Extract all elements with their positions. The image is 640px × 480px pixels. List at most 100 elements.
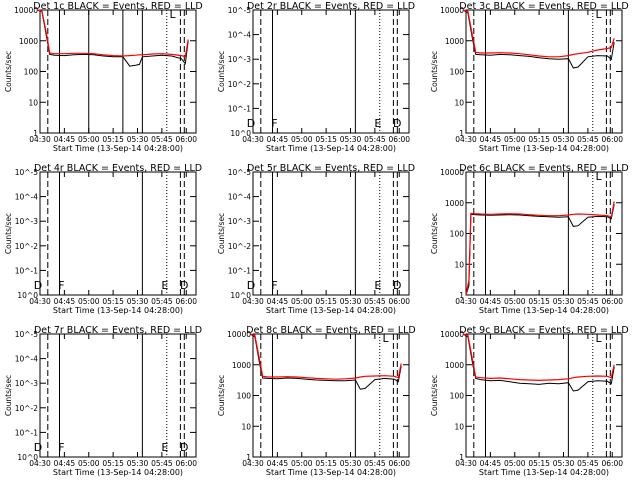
x-tick-label: 05:15: [102, 459, 124, 468]
x-tick-label: 04:45: [54, 459, 76, 468]
event-marker-label: F: [271, 117, 277, 130]
event-marker-label: E: [161, 279, 168, 292]
y-axis-title: Counts/sec: [430, 213, 439, 254]
y-tick-label: 10^-1: [15, 266, 39, 275]
plot-frame: [39, 9, 197, 134]
x-axis-title: Start Time (13-Sep-14 04:28:00): [53, 306, 183, 315]
x-tick-label: 05:30: [340, 459, 362, 468]
x-tick-label: 05:30: [553, 135, 575, 144]
x-tick-label: 04:30: [242, 135, 264, 144]
y-axis-title: Counts/sec: [217, 51, 226, 92]
panel-title: Det 5r BLACK = Events, RED = LLD: [247, 163, 415, 174]
x-tick-label: 05:30: [553, 459, 575, 468]
plot-frame: [252, 171, 410, 296]
y-tick-label: 10: [454, 260, 464, 269]
x-axis-title: Start Time (13-Sep-14 04:28:00): [479, 144, 609, 153]
x-axis-title: Start Time (13-Sep-14 04:28:00): [479, 306, 609, 315]
panel-det-2: Det 2r BLACK = Events, RED = LLD 10^0 10^-…: [217, 1, 415, 153]
y-tick-label: 10^-1: [228, 266, 252, 275]
y-tick-label: 10^-3: [15, 379, 39, 388]
x-tick-label: 05:00: [291, 135, 313, 144]
x-tick-label: 05:45: [364, 297, 386, 306]
y-tick-label: 10000: [227, 330, 251, 339]
lld-series-line: [37, 9, 189, 58]
x-tick-label: 05:00: [504, 135, 526, 144]
y-tick-label: 1000: [19, 37, 38, 46]
event-marker-label: L: [170, 8, 177, 21]
x-tick-label: 04:45: [267, 297, 289, 306]
plot-frame: [465, 9, 623, 134]
x-tick-label: 05:00: [78, 459, 100, 468]
x-tick-label: 04:45: [480, 135, 502, 144]
y-tick-label: 10^0: [17, 453, 38, 462]
y-tick-label: 10^-3: [228, 217, 252, 226]
events-series-line: [462, 333, 615, 392]
y-tick-label: 10^-2: [15, 242, 39, 251]
x-tick-label: 05:30: [340, 135, 362, 144]
x-tick-label: 04:30: [29, 135, 51, 144]
x-tick-label: 05:45: [151, 459, 173, 468]
x-tick-label: 05:30: [127, 459, 149, 468]
panel-det-8: Det 8c BLACK = Events, RED = LLD 1 10 100 10…: [217, 325, 416, 477]
y-tick-label: 10^-2: [15, 404, 39, 413]
panel-det-4: Det 4r BLACK = Events, RED = LLD 10^0 10^-…: [4, 163, 202, 315]
x-tick-label: 05:30: [340, 297, 362, 306]
y-tick-label: 100: [450, 230, 465, 239]
panel-title: Det 2r BLACK = Events, RED = LLD: [247, 1, 415, 12]
event-marker-label: F: [58, 441, 64, 454]
x-tick-label: 05:00: [504, 297, 526, 306]
x-tick-label: 04:30: [242, 297, 264, 306]
x-tick-label: 05:45: [364, 459, 386, 468]
y-axis-title: Counts/sec: [217, 213, 226, 254]
x-tick-label: 05:15: [528, 297, 550, 306]
lld-series-line: [462, 9, 615, 58]
y-axis-title: Counts/sec: [430, 51, 439, 92]
y-tick-label: 10000: [440, 330, 464, 339]
event-marker-label: D: [180, 279, 188, 292]
y-tick-label: 10^0: [17, 291, 38, 300]
panel-det-6: Det 6c BLACK = Events, RED = LLD 1 10 100 10…: [430, 163, 629, 315]
x-tick-label: 06:00: [388, 297, 410, 306]
y-tick-label: 1: [459, 453, 464, 462]
x-tick-label: 05:15: [528, 135, 550, 144]
y-axis-title: Counts/sec: [430, 375, 439, 416]
y-tick-label: 10000: [14, 6, 38, 15]
x-tick-label: 04:30: [455, 459, 477, 468]
y-axis-title: Counts/sec: [4, 213, 13, 254]
y-tick-label: 1: [33, 129, 38, 138]
event-marker-label: F: [58, 279, 64, 292]
x-axis-title: Start Time (13-Sep-14 04:28:00): [266, 306, 396, 315]
x-tick-label: 04:45: [54, 135, 76, 144]
x-axis-title: Start Time (13-Sep-14 04:28:00): [479, 468, 609, 477]
panel-det-9: Det 9c BLACK = Events, RED = LLD 1 10 100 10…: [430, 325, 629, 477]
events-series-line: [465, 204, 615, 296]
y-tick-label: 10^-3: [228, 55, 252, 64]
y-tick-label: 10^-3: [15, 217, 39, 226]
y-tick-label: 1: [246, 453, 251, 462]
x-tick-label: 06:00: [175, 297, 197, 306]
y-tick-label: 10^-1: [15, 428, 39, 437]
x-tick-label: 05:45: [151, 297, 173, 306]
y-tick-label: 10000: [440, 168, 464, 177]
x-tick-label: 05:30: [553, 297, 575, 306]
y-tick-label: 10^-4: [15, 193, 39, 202]
x-tick-label: 05:15: [315, 459, 337, 468]
y-tick-label: 10^-5: [228, 168, 252, 177]
x-tick-label: 05:00: [291, 459, 313, 468]
panel-title: Det 9c BLACK = Events, RED = LLD: [459, 325, 628, 336]
y-tick-label: 10000: [440, 6, 464, 15]
x-tick-label: 05:15: [102, 297, 124, 306]
y-tick-label: 1000: [445, 361, 464, 370]
x-tick-label: 04:45: [267, 459, 289, 468]
x-tick-label: 05:45: [577, 459, 599, 468]
y-tick-label: 1: [459, 291, 464, 300]
x-tick-label: 05:15: [315, 297, 337, 306]
y-tick-label: 10: [241, 422, 251, 431]
x-tick-label: 04:30: [29, 297, 51, 306]
x-tick-label: 06:00: [388, 135, 410, 144]
x-tick-label: 04:45: [54, 297, 76, 306]
panel-det-3: Det 3c BLACK = Events, RED = LLD 1 10 100 10…: [430, 1, 629, 153]
x-tick-label: 04:45: [267, 135, 289, 144]
panel-title: Det 8c BLACK = Events, RED = LLD: [246, 325, 415, 336]
y-tick-label: 10: [454, 98, 464, 107]
